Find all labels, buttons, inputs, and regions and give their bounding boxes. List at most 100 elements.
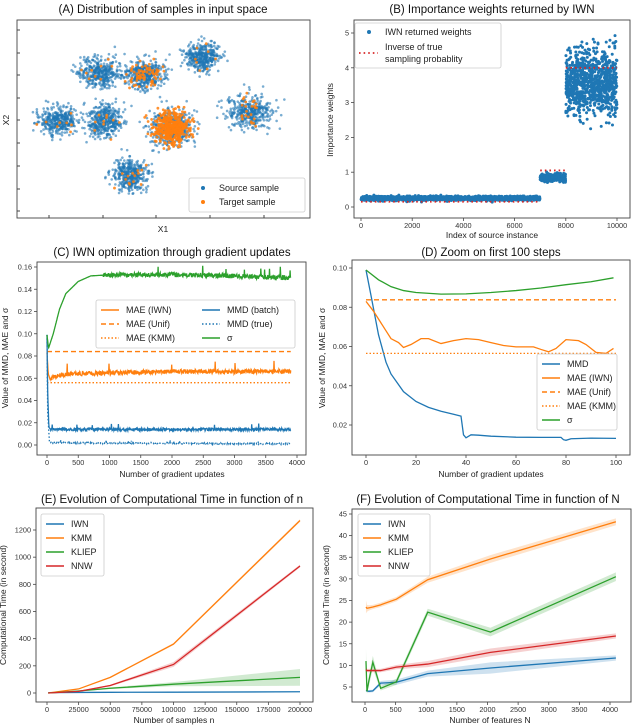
source-point [117, 191, 121, 195]
source-point [259, 99, 262, 103]
source-point [125, 161, 128, 165]
source-point [162, 82, 166, 86]
source-point [137, 57, 140, 61]
source-point [101, 99, 104, 102]
source-point [121, 74, 124, 78]
source-point [95, 118, 99, 121]
target-point [187, 118, 190, 122]
source-point [94, 60, 97, 64]
target-point [138, 75, 142, 79]
source-point [154, 50, 157, 53]
source-point [41, 118, 45, 122]
source-point [216, 69, 220, 73]
source-point [118, 64, 122, 68]
target-point [173, 127, 177, 131]
source-point [82, 76, 86, 80]
source-point [191, 55, 195, 59]
source-point [198, 75, 201, 78]
source-point [261, 85, 265, 88]
source-point [193, 141, 197, 144]
source-point [125, 65, 128, 68]
source-point [152, 149, 155, 152]
source-point [58, 132, 62, 136]
source-point [185, 99, 188, 103]
target-point [182, 133, 186, 136]
source-point [121, 156, 124, 159]
source-point [140, 84, 144, 88]
source-point [114, 127, 117, 130]
source-point [54, 130, 58, 133]
legend-label: Target sample [219, 197, 276, 207]
source-point [185, 139, 189, 143]
target-point [152, 57, 156, 61]
source-point [141, 172, 145, 175]
target-point [132, 84, 136, 88]
source-point [96, 135, 100, 139]
panel-a-title: (A) Distribution of samples in input spa… [58, 4, 267, 16]
source-point [193, 124, 197, 128]
source-point [90, 130, 94, 133]
source-point [64, 112, 68, 115]
source-point [66, 117, 70, 121]
source-point [206, 55, 209, 59]
source-point [113, 161, 116, 165]
source-point [41, 123, 45, 126]
source-point [240, 128, 244, 132]
target-point [172, 107, 176, 111]
target-point [99, 64, 103, 68]
source-point [195, 110, 199, 113]
source-point [122, 122, 125, 125]
source-point [148, 109, 151, 113]
source-point [223, 117, 227, 120]
target-point [139, 183, 143, 186]
source-point [127, 159, 131, 163]
target-point [165, 128, 168, 132]
source-point [202, 63, 205, 67]
target-point [99, 77, 103, 81]
target-point [111, 118, 115, 122]
source-point [251, 96, 254, 99]
target-point [140, 65, 144, 69]
source-point [223, 54, 226, 58]
target-point [188, 128, 192, 132]
target-point [133, 174, 137, 178]
source-point [97, 82, 101, 85]
source-point [102, 68, 105, 72]
target-point [93, 120, 97, 124]
source-point [84, 60, 87, 64]
source-point [166, 78, 170, 81]
source-point [118, 124, 121, 128]
target-point [167, 111, 171, 115]
source-point [114, 159, 118, 162]
target-point [155, 68, 159, 72]
target-point [180, 130, 183, 133]
target-point [161, 65, 165, 69]
target-point [141, 72, 144, 76]
source-point [248, 88, 251, 91]
target-point [35, 122, 39, 126]
target-point [177, 105, 181, 109]
source-point [96, 53, 100, 57]
target-point [176, 119, 179, 123]
source-point [154, 61, 158, 64]
source-point [129, 176, 133, 179]
source-point [65, 115, 69, 118]
source-point [192, 60, 196, 63]
source-point [248, 107, 252, 110]
source-point [88, 124, 91, 127]
target-point [131, 171, 135, 175]
target-point [189, 132, 193, 136]
source-point [180, 61, 184, 65]
target-point [156, 127, 159, 131]
target-point [240, 115, 244, 119]
source-point [230, 98, 234, 102]
source-point [57, 108, 61, 111]
source-point [67, 101, 70, 105]
source-point [143, 54, 146, 57]
source-point [190, 59, 194, 62]
source-point [63, 131, 67, 134]
target-point [145, 85, 149, 89]
source-point [134, 182, 138, 185]
source-point [69, 116, 73, 119]
